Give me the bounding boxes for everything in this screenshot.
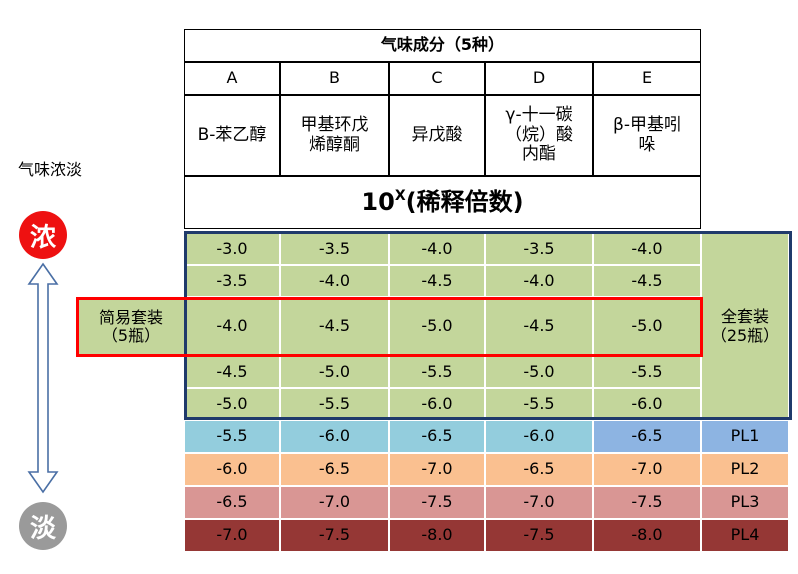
- table-cell: -4.5: [593, 265, 701, 297]
- component-name: 甲基环戊 烯醇酮: [280, 95, 389, 176]
- table-cell: -6.0: [184, 453, 280, 486]
- table-cell: -3.5: [184, 265, 280, 297]
- table-cell: -6.0: [389, 388, 485, 420]
- table-cell: -5.0: [280, 356, 389, 388]
- table-cell: -7.5: [389, 486, 485, 519]
- table-cell: -5.0: [184, 388, 280, 420]
- table-cell: -7.5: [485, 519, 593, 552]
- table-cell: -5.5: [280, 388, 389, 420]
- component-name: 异戊酸: [389, 95, 485, 176]
- table-cell: -5.0: [485, 356, 593, 388]
- table-cell: -7.0: [280, 486, 389, 519]
- table-cell: -7.5: [593, 486, 701, 519]
- column-letter-e: E: [593, 62, 701, 95]
- pl-label-1: PL1: [701, 420, 789, 453]
- table-cell: -4.0: [280, 265, 389, 297]
- pl-label-4: PL4: [701, 519, 789, 552]
- column-letter-c: C: [389, 62, 485, 95]
- table-cell: -8.0: [593, 519, 701, 552]
- dilution-text: (稀释倍数): [405, 187, 524, 216]
- table-cell: -7.0: [593, 453, 701, 486]
- dilution-base: 10: [361, 187, 395, 216]
- full-set-frame: [184, 231, 792, 420]
- table-cell: -6.5: [389, 420, 485, 453]
- pl-label-3: PL3: [701, 486, 789, 519]
- table-cell: -5.0: [389, 297, 485, 356]
- weak-indicator: 淡: [19, 502, 67, 550]
- odor-intensity-label: 气味浓淡: [18, 160, 83, 179]
- table-cell: -4.5: [184, 356, 280, 388]
- column-letter-d: D: [485, 62, 593, 95]
- table-cell: -8.0: [389, 519, 485, 552]
- full-set-label: 全套装 （25瓶）: [710, 307, 780, 345]
- dilution-exponent: X: [394, 188, 406, 205]
- table-cell: -6.5: [485, 453, 593, 486]
- pl-label-2: PL2: [701, 453, 789, 486]
- table-cell: -4.5: [389, 265, 485, 297]
- column-letter-b: B: [280, 62, 389, 95]
- table-cell: -5.5: [593, 356, 701, 388]
- table-cell: -7.0: [485, 486, 593, 519]
- component-name: B-苯乙醇: [184, 95, 280, 176]
- table-cell: -3.0: [184, 233, 280, 265]
- intensity-arrow: [27, 262, 59, 494]
- table-cell: -6.0: [485, 420, 593, 453]
- column-letter-a: A: [184, 62, 280, 95]
- strong-indicator: 浓: [19, 211, 67, 259]
- table-cell: -4.5: [485, 297, 593, 356]
- component-name: β-甲基吲 哚: [593, 95, 701, 176]
- table-cell: -4.0: [389, 233, 485, 265]
- dilution-header: 10 X (稀释倍数): [184, 176, 701, 229]
- component-name: γ-十一碳 （烷）酸 内酯: [485, 95, 593, 176]
- table-cell: -6.5: [184, 486, 280, 519]
- table-cell: -6.5: [280, 453, 389, 486]
- full-set-cell: 全套装 （25瓶）: [701, 233, 789, 420]
- table-cell: -5.5: [389, 356, 485, 388]
- table-cell: -6.0: [280, 420, 389, 453]
- simple-set-label: 简易套装 （5瓶）: [78, 298, 184, 356]
- table-cell: -7.0: [184, 519, 280, 552]
- table-cell: -7.0: [389, 453, 485, 486]
- table-title: 气味成分（5种）: [184, 29, 701, 62]
- table-cell: -3.5: [280, 233, 389, 265]
- table-cell: -7.5: [280, 519, 389, 552]
- simple-set-frame: [76, 297, 703, 357]
- table-cell: -6.5: [593, 420, 701, 453]
- table-cell: -4.0: [485, 265, 593, 297]
- table-cell: -4.0: [593, 233, 701, 265]
- table-cell: -5.5: [184, 420, 280, 453]
- table-cell: -4.5: [280, 297, 389, 356]
